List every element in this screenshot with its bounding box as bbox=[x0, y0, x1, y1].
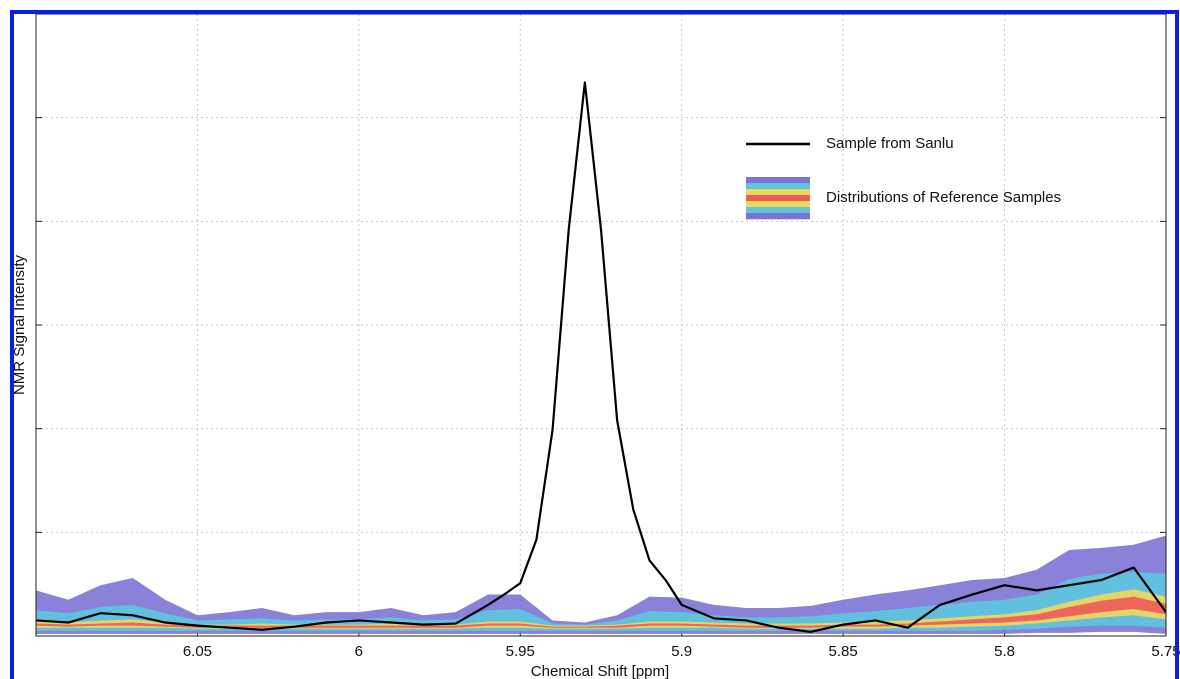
legend-swatch-stripe bbox=[746, 201, 810, 208]
x-tick-label: 5.75 bbox=[1151, 643, 1180, 660]
legend-label: Sample from Sanlu bbox=[826, 135, 954, 152]
legend-swatch-stripe bbox=[746, 195, 810, 202]
distribution-band bbox=[36, 571, 1166, 631]
legend-swatch-stripe bbox=[746, 213, 810, 220]
x-tick-label: 5.9 bbox=[671, 643, 692, 660]
legend-swatch bbox=[746, 177, 810, 220]
legend-label: Distributions of Reference Samples bbox=[826, 189, 1061, 206]
x-tick-label: 5.85 bbox=[829, 643, 858, 660]
legend-swatch-stripe bbox=[746, 207, 810, 214]
legend-swatch-stripe bbox=[746, 183, 810, 190]
legend-swatch-stripe bbox=[746, 189, 810, 196]
y-axis-label: NMR Signal Intensity bbox=[11, 254, 28, 395]
x-axis-label: Chemical Shift [ppm] bbox=[531, 663, 669, 679]
series-line bbox=[35, 81, 1167, 633]
x-tick-label: 5.95 bbox=[506, 643, 535, 660]
border bbox=[10, 10, 1179, 679]
x-tick-label: 6.05 bbox=[183, 643, 212, 660]
distribution-band bbox=[36, 596, 1166, 628]
distribution-band bbox=[36, 535, 1166, 634]
x-tick-label: 6 bbox=[355, 643, 363, 660]
x-tick-label: 5.8 bbox=[994, 643, 1015, 660]
legend-swatch-stripe bbox=[746, 177, 810, 184]
